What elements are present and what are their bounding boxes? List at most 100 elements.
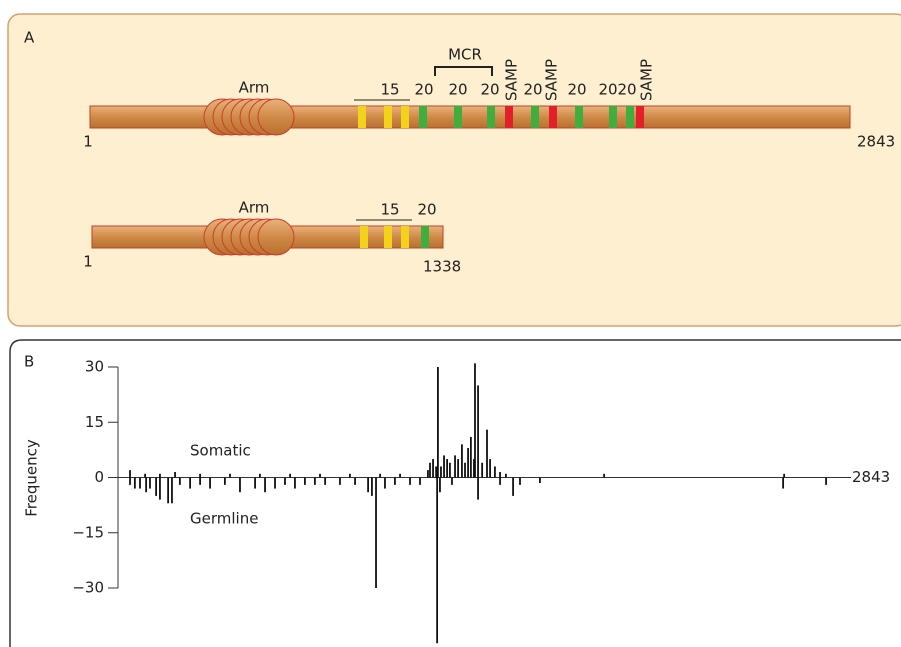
bar <box>259 474 261 478</box>
bar <box>134 478 136 489</box>
repeat-stripe <box>360 226 368 248</box>
bar <box>155 478 157 496</box>
bar <box>171 478 173 504</box>
bar <box>149 478 151 489</box>
repeat-label: 20 <box>448 81 467 99</box>
y-tick-label: 0 <box>94 468 104 486</box>
bar <box>477 478 479 500</box>
bar <box>505 474 507 478</box>
repeat-stripe <box>421 226 429 248</box>
y-tick-label: −15 <box>72 523 104 541</box>
bar <box>167 478 169 504</box>
bar <box>457 459 459 477</box>
repeat-stripe <box>636 106 644 128</box>
bar <box>451 478 453 485</box>
repeat-label: 20 <box>598 81 617 99</box>
arm-repeat <box>258 219 294 255</box>
panel-b-frame <box>10 340 901 647</box>
bar <box>274 478 276 489</box>
panel-label: B <box>24 353 34 371</box>
bar <box>477 385 479 477</box>
bar <box>159 478 161 500</box>
y-tick-label: 15 <box>85 413 104 431</box>
bar <box>199 478 201 485</box>
bar <box>470 437 472 478</box>
bar <box>159 474 161 478</box>
bar <box>284 478 286 485</box>
bar <box>443 455 445 477</box>
bar <box>437 367 439 478</box>
bar <box>289 474 291 478</box>
bar <box>474 363 476 477</box>
y-tick-label: −30 <box>72 579 104 597</box>
bar <box>461 444 463 477</box>
bar <box>449 463 451 478</box>
end-label: 2843 <box>857 133 895 151</box>
repeat-label: SAMP <box>638 59 656 101</box>
end-label: 1338 <box>423 258 461 276</box>
bar <box>489 459 491 477</box>
bar <box>825 478 827 485</box>
bar <box>354 478 356 485</box>
bar <box>427 470 429 477</box>
repeat-label: 20 <box>414 81 433 99</box>
arm-repeat <box>258 99 294 135</box>
bar <box>494 466 496 477</box>
bar <box>454 455 456 477</box>
bar <box>399 474 401 478</box>
bar <box>339 478 341 485</box>
bar <box>174 472 176 478</box>
repeat-stripe <box>454 106 462 128</box>
start-label: 1 <box>83 133 93 151</box>
bar <box>432 459 434 477</box>
bar <box>499 472 501 478</box>
bar <box>224 478 226 485</box>
bar <box>782 478 784 489</box>
bar <box>254 478 256 489</box>
bar <box>304 478 306 485</box>
bar <box>439 478 441 493</box>
bar <box>436 478 438 644</box>
repeat-stripe <box>626 106 634 128</box>
bar <box>144 474 146 478</box>
repeat-label: 15 <box>380 201 399 219</box>
repeat-stripe <box>401 226 409 248</box>
bar <box>139 478 141 489</box>
bar <box>314 478 316 485</box>
bar <box>499 478 501 485</box>
bar <box>512 478 514 496</box>
bar <box>481 463 483 478</box>
bar <box>446 459 448 477</box>
domain-label: Arm <box>239 79 270 97</box>
bar <box>384 478 386 489</box>
bar <box>189 478 191 489</box>
bar <box>519 478 521 485</box>
bar <box>379 474 381 478</box>
bar <box>239 478 241 493</box>
bar <box>229 474 231 478</box>
x-tick-label: 2843 <box>852 468 890 486</box>
bar <box>486 430 488 478</box>
bar <box>324 478 326 485</box>
repeat-label: SAMP <box>543 59 561 101</box>
bar <box>435 466 437 477</box>
domain-label: Arm <box>239 199 270 217</box>
bar <box>129 470 131 477</box>
bar <box>367 478 369 493</box>
bar <box>179 478 181 485</box>
bar <box>603 474 605 478</box>
bar <box>264 478 266 493</box>
repeat-stripe <box>401 106 409 128</box>
bar <box>209 478 211 489</box>
series-label: Germline <box>190 510 258 528</box>
bar <box>294 478 296 489</box>
bar <box>419 478 421 485</box>
region-label: MCR <box>448 46 482 64</box>
bar <box>375 478 377 589</box>
bar <box>464 463 466 478</box>
repeat-label: 20 <box>417 201 436 219</box>
repeat-stripe <box>384 106 392 128</box>
repeat-label: 15 <box>380 81 399 99</box>
series-label: Somatic <box>190 442 251 460</box>
start-label: 1 <box>83 253 93 271</box>
